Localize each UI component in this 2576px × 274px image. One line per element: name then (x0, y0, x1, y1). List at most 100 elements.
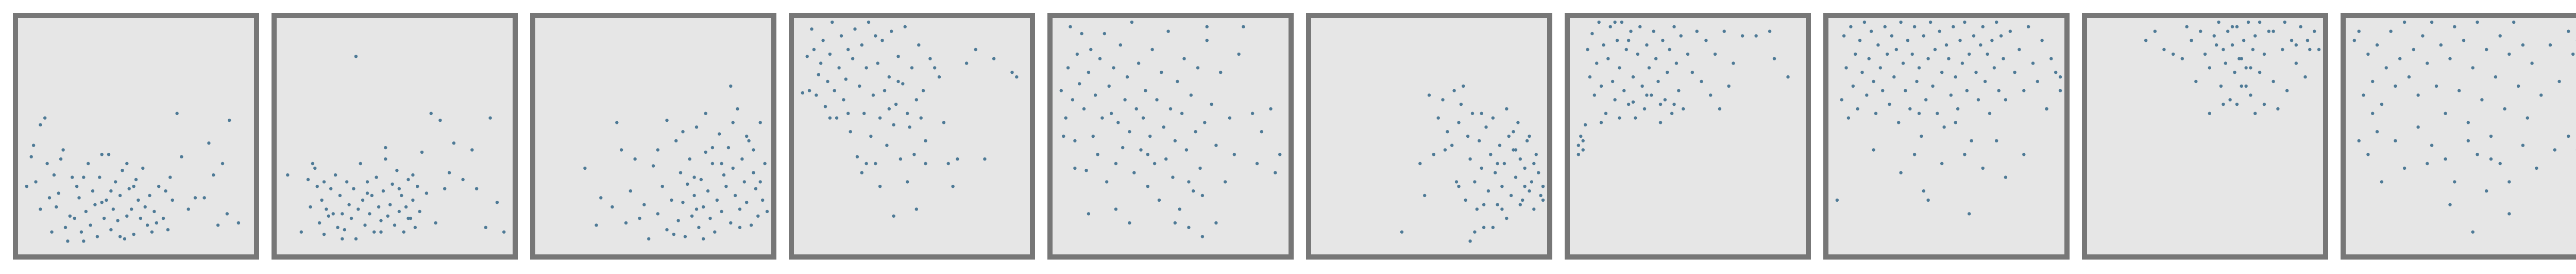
scatter-point (95, 235, 99, 238)
scatter-point (425, 191, 429, 195)
scatter-point (1100, 116, 1104, 120)
scatter-point (2539, 93, 2543, 97)
scatter-point (443, 187, 447, 190)
scatter-point (672, 232, 676, 236)
scatter-point (75, 185, 79, 188)
scatter-point (1844, 66, 1848, 70)
scatter-point (2251, 47, 2255, 52)
scatter-point (347, 203, 351, 206)
scatter-point (2185, 25, 2189, 28)
scatter-point (1114, 207, 1118, 211)
scatter-point (736, 107, 739, 111)
scatter-point (1704, 39, 1708, 42)
scatter-point (2031, 61, 2035, 65)
scatter-panel-9 (2082, 13, 2328, 260)
scatter-point (1650, 93, 1653, 97)
scatter-point (906, 111, 909, 115)
scatter-point (311, 162, 315, 166)
panel-frame (272, 13, 518, 260)
scatter-panel-3 (530, 13, 776, 260)
scatter-point (1940, 71, 1944, 74)
scatter-point (2230, 25, 2234, 28)
scatter-point (912, 153, 916, 156)
scatter-point (720, 209, 723, 214)
scatter-point (910, 66, 914, 70)
scatter-point (629, 189, 633, 193)
scatter-point (883, 89, 887, 92)
scatter-point (1872, 79, 1875, 84)
scatter-point (2567, 134, 2570, 138)
scatter-point (379, 219, 383, 222)
scatter-point (2214, 43, 2218, 47)
scatter-point (1482, 203, 1486, 206)
scatter-point (964, 61, 969, 65)
scatter-point (1606, 57, 1610, 60)
scatter-point (710, 162, 715, 166)
scatter-point (2228, 98, 2232, 102)
scatter-point (57, 191, 60, 195)
scatter-point (892, 123, 895, 127)
scatter-point (141, 166, 145, 170)
scatter-point (1954, 121, 1957, 124)
scatter-point (1530, 180, 1534, 184)
scatter-point (715, 198, 719, 202)
scatter-point (1915, 79, 1919, 84)
scatter-point (1189, 93, 1193, 97)
scatter-point (2453, 25, 2456, 28)
scatter-point (2371, 79, 2375, 84)
scatter-point (946, 162, 950, 166)
scatter-point (1250, 111, 1255, 115)
scatter-point (817, 73, 821, 76)
scatter-point (665, 228, 669, 232)
scatter-point (416, 185, 419, 188)
scatter-point (1622, 89, 1626, 92)
scatter-point (1624, 47, 1628, 52)
scatter-point (1906, 39, 1910, 42)
scatter-point (1491, 116, 1495, 120)
scatter-point (2526, 116, 2529, 120)
scatter-point (175, 111, 179, 115)
scatter-point (1718, 107, 1722, 111)
scatter-point (434, 221, 437, 225)
scatter-point (1732, 61, 1735, 65)
scatter-point (1187, 180, 1191, 184)
scatter-point (1652, 29, 1655, 33)
scatter-point (878, 185, 882, 188)
scatter-point (1874, 111, 1878, 115)
scatter-point (903, 25, 907, 28)
scatter-point (919, 116, 923, 120)
scatter-point (688, 157, 691, 161)
scatter-point (1618, 66, 1621, 70)
scatter-point (1443, 148, 1447, 152)
scatter-point (1512, 130, 1515, 134)
scatter-point (2004, 98, 2008, 102)
scatter-point (1436, 116, 1440, 120)
scatter-point (1523, 166, 1527, 170)
scatter-point (1064, 116, 1067, 120)
scatter-point (924, 139, 927, 142)
scatter-point (25, 185, 28, 188)
scatter-point (100, 153, 104, 156)
scatter-point (495, 201, 499, 204)
scatter-point (1892, 75, 1896, 79)
scatter-point (2458, 89, 2461, 92)
scatter-point (2485, 189, 2488, 193)
scatter-point (2394, 139, 2397, 142)
scatter-point (1146, 185, 1149, 188)
scatter-point (2276, 107, 2280, 111)
scatter-point (583, 166, 587, 170)
scatter-point (1496, 203, 1499, 206)
scatter-point (1141, 116, 1145, 120)
scatter-point (2226, 29, 2230, 33)
scatter-point (87, 162, 90, 166)
scatter-point (692, 175, 696, 179)
scatter-point (2366, 153, 2370, 156)
scatter-point (1928, 20, 1933, 24)
scatter-point (1205, 39, 1209, 42)
scatter-point (1103, 31, 1106, 36)
scatter-point (1588, 75, 1592, 79)
scatter-point (370, 194, 374, 198)
scatter-point (1846, 116, 1851, 120)
scatter-point (438, 118, 442, 122)
scatter-point (1740, 34, 1744, 38)
